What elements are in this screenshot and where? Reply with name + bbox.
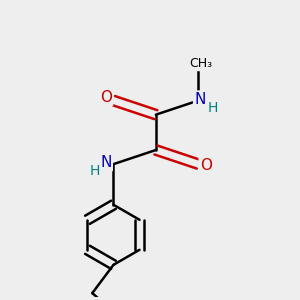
- Text: N: N: [194, 92, 206, 106]
- Text: CH₃: CH₃: [190, 57, 213, 70]
- Text: H: H: [89, 164, 100, 178]
- Text: O: O: [100, 90, 112, 105]
- Text: O: O: [200, 158, 212, 173]
- Text: N: N: [100, 155, 112, 170]
- Text: H: H: [208, 101, 218, 115]
